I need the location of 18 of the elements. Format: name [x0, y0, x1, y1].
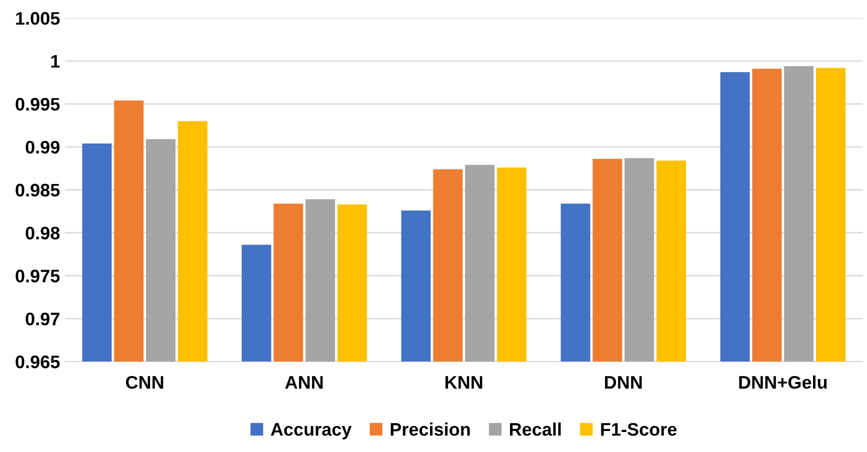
legend-label: F1-Score: [601, 422, 677, 436]
y-tick-label: 0.995: [16, 98, 60, 111]
x-tick-label: DNN: [605, 376, 642, 389]
y-tick-label: 0.985: [16, 184, 60, 197]
x-tick-label: ANN: [285, 376, 323, 389]
x-tick-label: DNN+Gelu: [739, 375, 827, 389]
y-tick-label: 0.98: [26, 226, 60, 240]
legend-label: Accuracy: [270, 423, 352, 440]
y-tick-label: 0.965: [16, 356, 60, 368]
legend-label: Recall: [510, 422, 561, 436]
x-tick-label: KNN: [445, 376, 482, 389]
y-tick-label: 0.99: [26, 140, 60, 154]
y-tick-label: 1.005: [16, 12, 60, 25]
y-tick-label: 1: [51, 55, 60, 68]
legend-label: Precision: [390, 422, 470, 436]
y-tick-label: 0.97: [26, 312, 60, 326]
x-tick-label: CNN: [126, 376, 164, 389]
y-tick-label: 0.975: [16, 270, 60, 282]
